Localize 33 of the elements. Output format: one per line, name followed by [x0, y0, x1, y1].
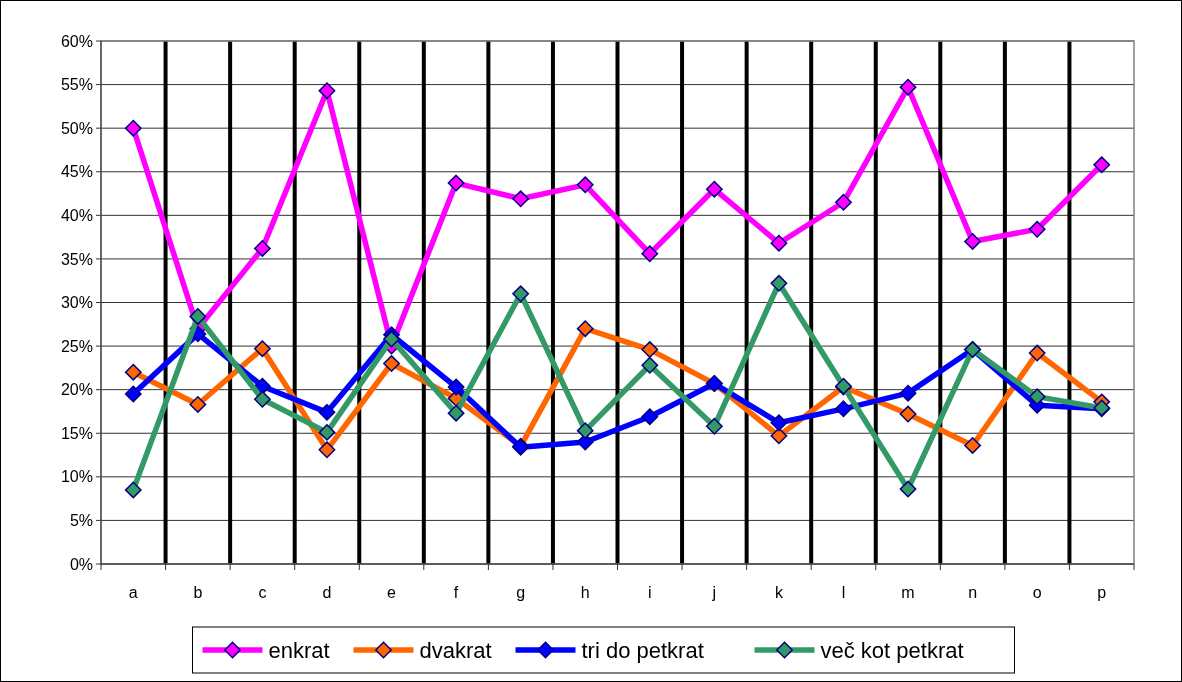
y-tick-label: 50% [60, 119, 93, 137]
y-tick-label: 25% [60, 337, 93, 355]
x-tick-label: b [193, 584, 203, 601]
y-tick-label: 40% [60, 206, 93, 224]
legend-label: dvakrat [419, 637, 492, 663]
x-tick-label: l [841, 584, 846, 601]
y-tick-label: 60% [60, 32, 93, 50]
y-tick-label: 30% [60, 294, 93, 312]
x-tick-label: o [1032, 584, 1042, 601]
x-tick-label: k [774, 584, 784, 601]
y-tick-label: 5% [69, 512, 93, 530]
x-tick-label: a [128, 584, 138, 601]
y-tick-label: 0% [69, 555, 93, 573]
legend-label: enkrat [268, 637, 330, 663]
x-tick-label: i [648, 584, 652, 601]
legend-label: več kot petkrat [820, 637, 964, 663]
y-tick-label: 15% [60, 424, 93, 442]
x-tick-label: m [901, 584, 915, 601]
y-tick-label: 10% [60, 468, 93, 486]
x-tick-label: c [258, 584, 267, 601]
y-tick-label: 35% [60, 250, 93, 268]
x-tick-label: f [453, 584, 459, 601]
x-tick-label: g [516, 584, 526, 601]
y-tick-label: 45% [60, 163, 93, 181]
x-tick-label: n [968, 584, 978, 601]
x-tick-label: j [711, 584, 717, 601]
x-tick-label: p [1097, 584, 1107, 601]
legend-label: tri do petkrat [581, 637, 704, 663]
x-tick-label: e [387, 584, 397, 601]
y-tick-label: 20% [60, 381, 93, 399]
x-tick-label: h [580, 584, 590, 601]
x-tick-label: d [322, 584, 332, 601]
y-tick-label: 55% [60, 76, 93, 94]
